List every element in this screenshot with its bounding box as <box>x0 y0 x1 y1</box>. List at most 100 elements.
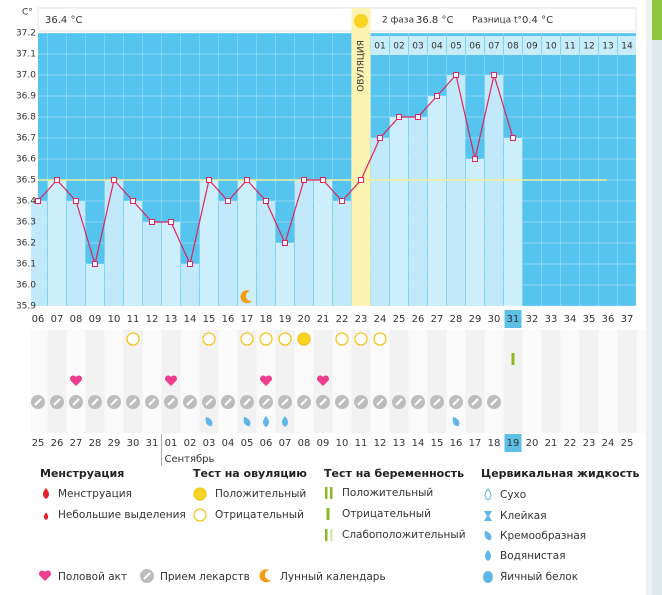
dpo-cell <box>390 36 408 55</box>
x-tick-label: 28 <box>450 314 463 325</box>
dpo-cell <box>409 36 427 55</box>
temp-bar <box>143 222 161 306</box>
date-label: 31 <box>146 438 159 449</box>
x-tick-label: 32 <box>526 314 539 325</box>
date-label: 26 <box>51 438 64 449</box>
pill-line <box>72 398 80 406</box>
dpo-label: 11 <box>564 42 575 52</box>
dpo-cell <box>428 36 446 55</box>
temp-point <box>92 261 98 267</box>
x-tick-label: 17 <box>241 314 254 325</box>
temp-point <box>339 198 345 204</box>
ovulation-icon <box>354 14 368 28</box>
ovulation-test <box>126 332 140 346</box>
pill-line <box>186 398 194 406</box>
x-tick-label: 30 <box>488 314 501 325</box>
x-tick-label: 26 <box>412 314 425 325</box>
pill-line <box>376 398 384 406</box>
pill-line <box>143 572 151 580</box>
x-tick-label: 11 <box>127 314 140 325</box>
temp-point <box>282 240 288 246</box>
dpo-label: 01 <box>374 42 385 52</box>
legend-title: Цервикальная жидкость <box>481 467 639 480</box>
legend-icon <box>325 487 328 499</box>
temp-point <box>73 198 79 204</box>
dpo-cell <box>466 36 484 55</box>
legend-icon <box>38 570 52 581</box>
cervical-watery <box>282 416 288 427</box>
date-label: 06 <box>260 438 273 449</box>
x-tick-label: 15 <box>203 314 216 325</box>
pill-line <box>452 398 460 406</box>
legend-item: Половой акт <box>58 571 127 583</box>
legend-icon <box>43 488 49 499</box>
pill-line <box>319 398 327 406</box>
intercourse <box>164 375 178 386</box>
pill-line <box>91 398 99 406</box>
y-tick-label: 36.1 <box>16 260 36 270</box>
intercourse <box>69 375 83 386</box>
pill-line <box>110 398 118 406</box>
dpo-label: 12 <box>583 42 594 52</box>
dpo-cell <box>504 36 522 55</box>
pill-line <box>300 398 308 406</box>
legend-icon <box>140 569 154 583</box>
pill-line <box>395 398 403 406</box>
cervical-creamy <box>243 416 251 427</box>
medication <box>183 395 197 409</box>
temp-bar <box>314 180 332 306</box>
legend-item: Лунный календарь <box>280 571 386 583</box>
date-label: 25 <box>32 438 45 449</box>
y-tick-label: 36.3 <box>16 218 36 228</box>
row-stripe <box>199 330 219 433</box>
row-stripe <box>617 330 637 433</box>
x-tick-label: 09 <box>89 314 102 325</box>
medication <box>411 395 425 409</box>
ovulation-test <box>354 332 368 346</box>
y-tick-label: 36.4 <box>16 197 36 207</box>
ovulation-test <box>297 332 311 346</box>
temp-point <box>263 198 269 204</box>
medication <box>221 395 235 409</box>
pill-line <box>357 398 365 406</box>
medication <box>31 395 45 409</box>
legend-item: Отрицательный <box>215 509 304 521</box>
temp-point <box>415 114 421 120</box>
medication <box>107 395 121 409</box>
x-tick-label: 07 <box>51 314 64 325</box>
dpo-label: 05 <box>450 42 461 52</box>
temp-point <box>244 177 250 183</box>
medication <box>373 395 387 409</box>
y-unit: C° <box>22 8 33 18</box>
legend-icon <box>330 487 333 499</box>
temp-point <box>472 156 478 162</box>
row-stripe <box>427 330 447 433</box>
medication <box>335 395 349 409</box>
row-stripe <box>85 330 105 433</box>
legend-item: Яичный белок <box>500 571 578 583</box>
row-stripe <box>579 330 599 433</box>
temp-point <box>225 198 231 204</box>
x-tick-label: 25 <box>393 314 406 325</box>
difference: 0.4 °C <box>522 15 553 26</box>
temp-bar <box>466 159 484 306</box>
medication <box>468 395 482 409</box>
medication <box>50 395 64 409</box>
temp-point <box>35 198 41 204</box>
date-label: 23 <box>583 438 596 449</box>
x-tick-label: 31 <box>507 314 520 325</box>
temp-bar <box>200 180 218 306</box>
date-label: 04 <box>222 438 235 449</box>
x-tick-label: 12 <box>146 314 159 325</box>
pill-line <box>262 398 270 406</box>
x-tick-label: 35 <box>583 314 596 325</box>
x-tick-label: 33 <box>545 314 558 325</box>
legend-item: Кремообразная <box>500 530 586 542</box>
legend-icon <box>483 571 493 583</box>
date-label: 02 <box>184 438 197 449</box>
legend-title: Тест на овуляцию <box>193 467 307 480</box>
ovulation-test <box>202 332 216 346</box>
dpo-cell <box>561 36 579 55</box>
legend-item: Слабоположительный <box>342 529 466 541</box>
temp-bar <box>86 264 104 306</box>
